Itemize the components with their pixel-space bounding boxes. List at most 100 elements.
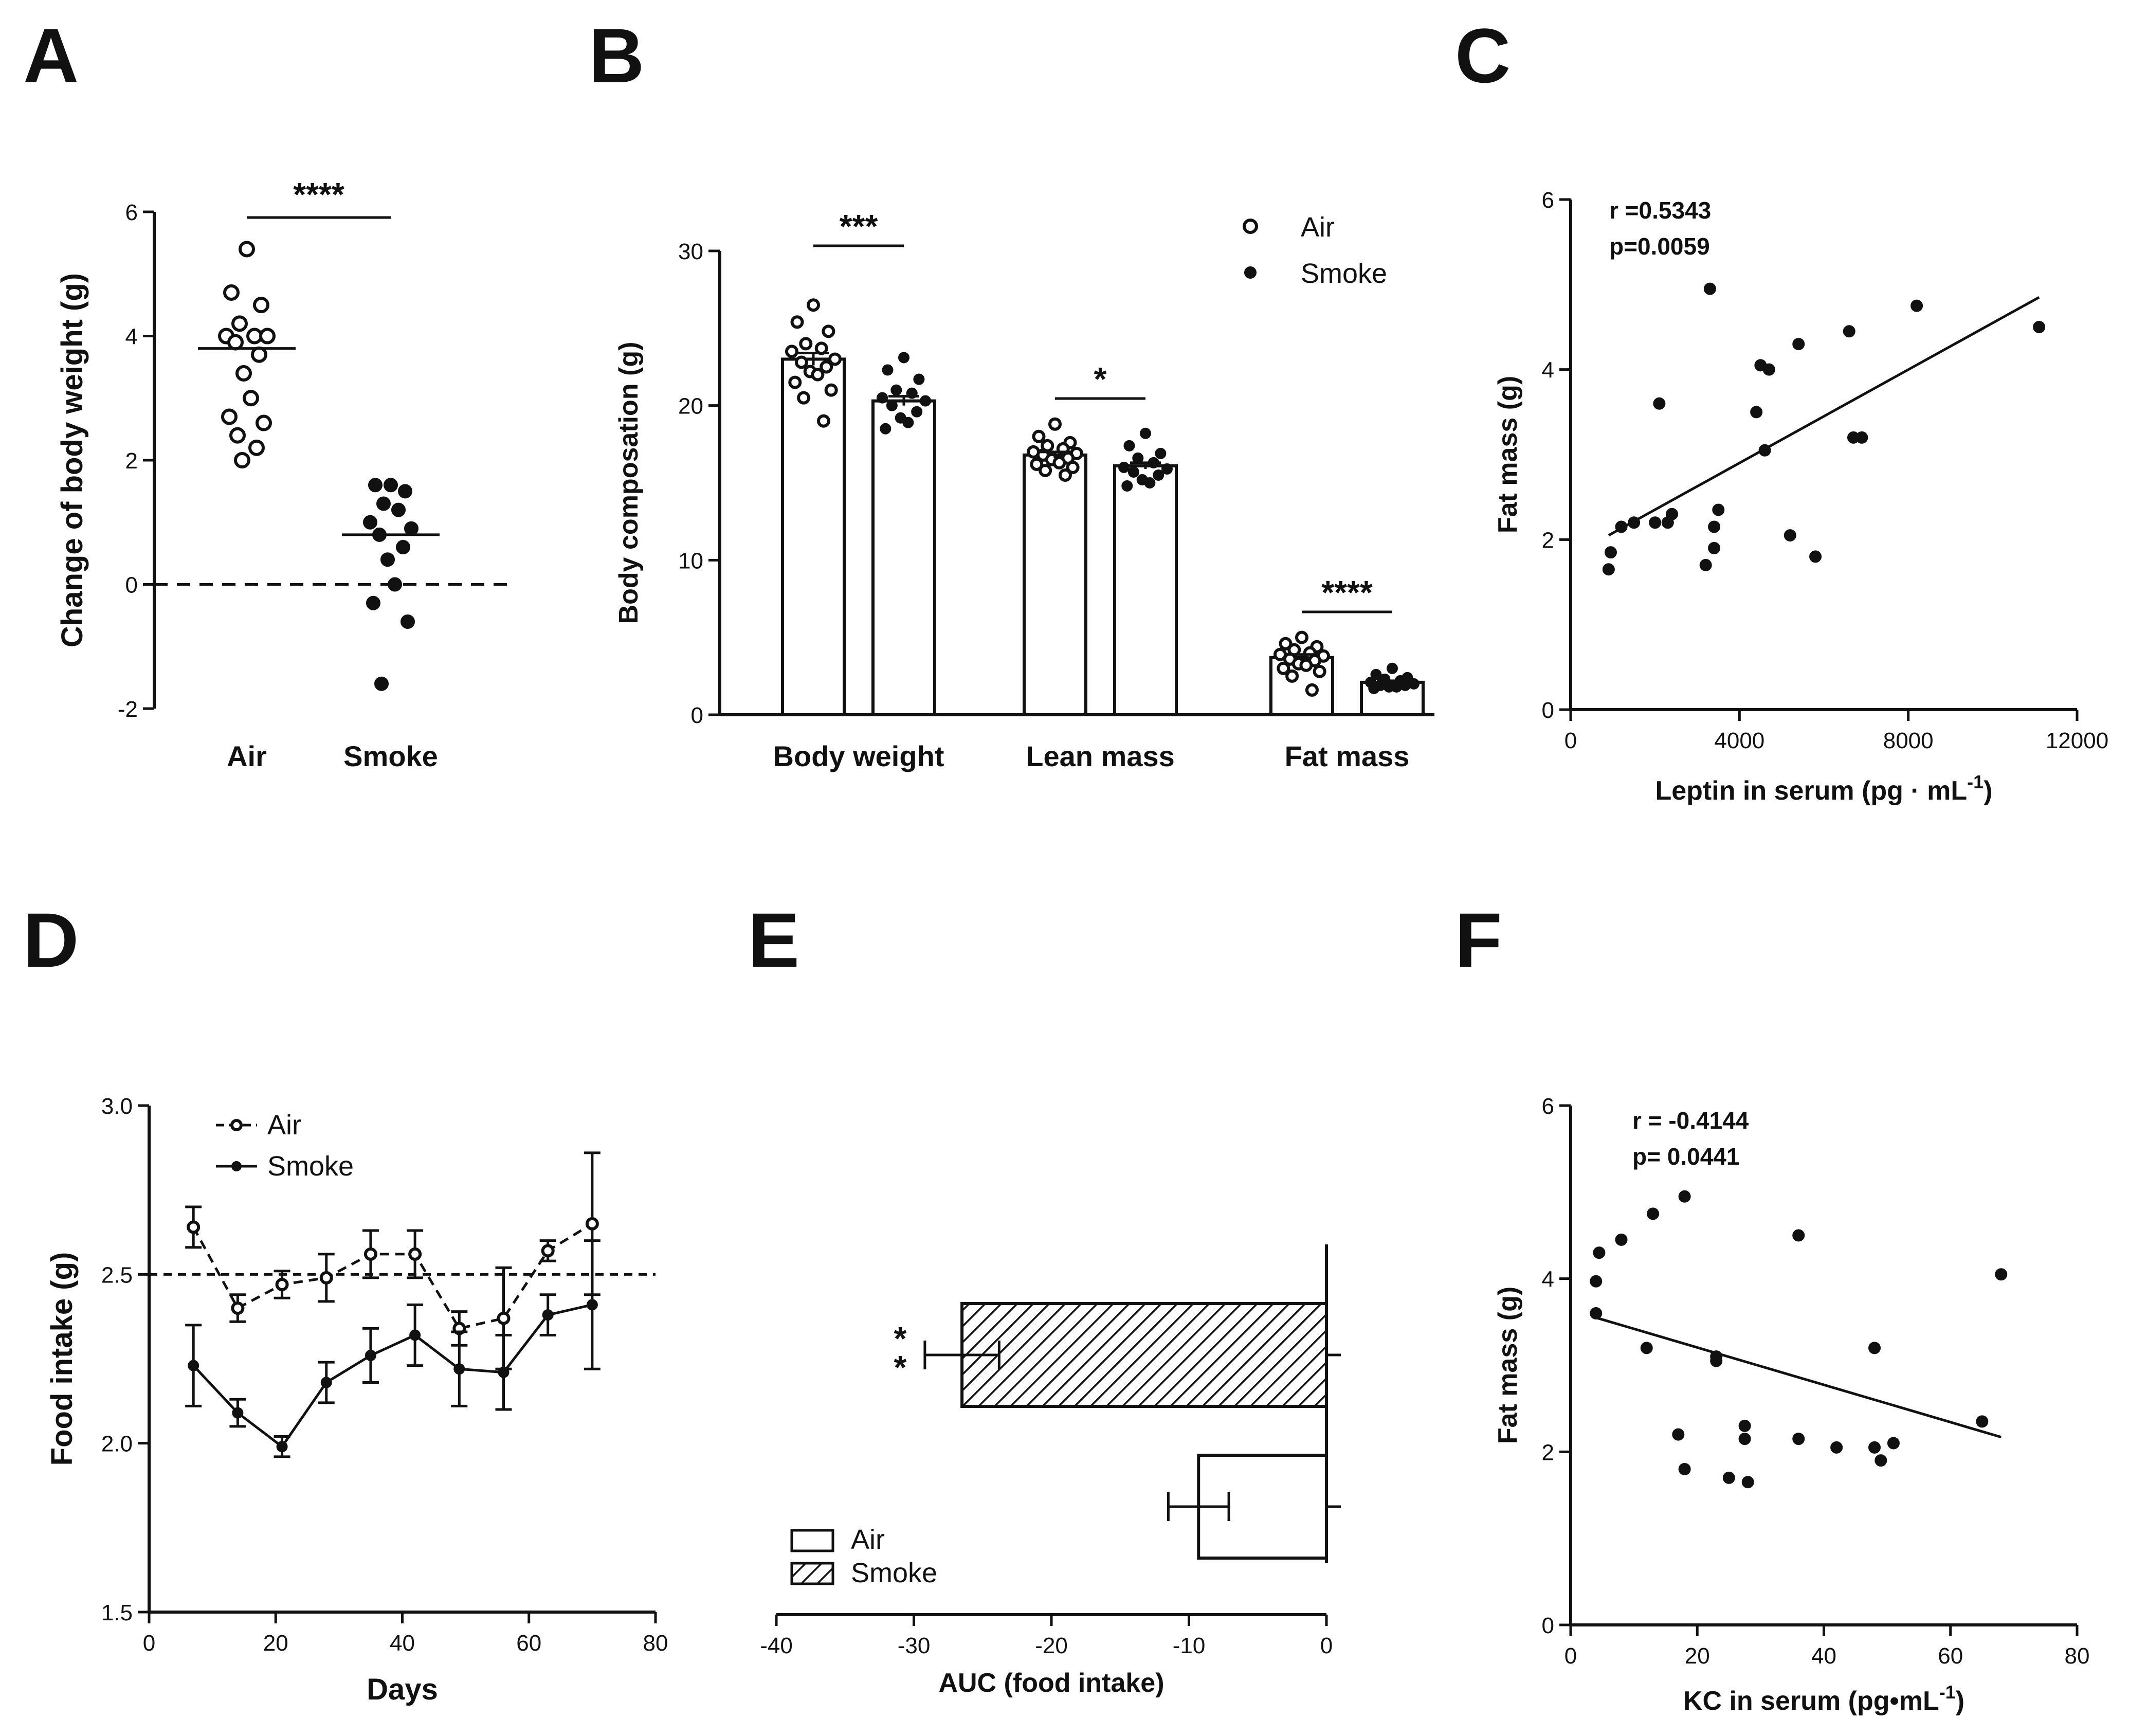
data-point (794, 355, 808, 369)
data-point (1593, 1246, 1606, 1259)
data-point (376, 496, 391, 511)
data-point (408, 1247, 422, 1261)
correlation-r: r = -0.4144 (1632, 1107, 1749, 1134)
data-point (453, 1363, 465, 1375)
legend-label-smoke: Smoke (1301, 258, 1387, 289)
data-point (259, 328, 276, 345)
significance-label: * (1094, 360, 1107, 397)
x-tick-label: 12000 (2046, 728, 2108, 753)
data-point (409, 1329, 421, 1341)
legend-label-smoke: Smoke (851, 1558, 937, 1588)
data-point (231, 315, 248, 332)
data-point (1127, 466, 1139, 478)
data-point (1161, 463, 1173, 475)
legend-marker-smoke (231, 1161, 242, 1171)
bar (871, 399, 936, 716)
chart-d: 1.5 2.0 2.5 3.0 0 20 40 60 80 Food intake (g) Days… (45, 1094, 668, 1706)
data-point (1604, 546, 1617, 559)
data-point (788, 375, 802, 389)
x-tick-label: 0 (1320, 1633, 1333, 1658)
y-tick-label: 2 (1542, 1440, 1554, 1465)
data-point (880, 423, 891, 435)
data-point (902, 417, 914, 428)
data-point (877, 392, 888, 404)
y-tick-label: 10 (678, 548, 703, 573)
x-tick-label: -30 (898, 1633, 931, 1658)
data-point (253, 297, 269, 314)
y-tick-label: 2 (125, 448, 138, 474)
data-point (886, 400, 898, 411)
data-point (1649, 516, 1662, 529)
data-point (239, 241, 255, 258)
data-point (1784, 529, 1796, 542)
data-point (234, 452, 250, 468)
data-point (1703, 282, 1716, 295)
data-point (391, 502, 406, 517)
y-axis-label: Fat mass (g) (1493, 376, 1523, 533)
data-point (822, 324, 835, 338)
y-axis-label: Body composation (g) (614, 342, 644, 624)
panel-label-E: E (748, 897, 799, 983)
x-tick-label: 40 (390, 1631, 415, 1656)
x-axis-label: KC in serum (pg•mL-1) (1683, 1681, 1964, 1716)
y-axis-label: Food intake (g) (45, 1252, 79, 1466)
data-point (1712, 503, 1725, 516)
data-point (1144, 477, 1156, 489)
legend-swatch-smoke (790, 1562, 834, 1585)
data-point (319, 1271, 333, 1285)
data-point (1602, 563, 1615, 576)
data-point (1792, 1433, 1805, 1445)
y-tick-label: 2.0 (101, 1432, 133, 1457)
data-point (1710, 1354, 1723, 1367)
x-category-label: Smoke (343, 740, 438, 772)
data-point (1048, 417, 1062, 431)
data-point (1708, 520, 1721, 533)
x-tick-label: 0 (1564, 1643, 1577, 1669)
data-point (1976, 1415, 1989, 1428)
data-point (824, 383, 838, 397)
data-point (498, 1366, 509, 1378)
data-point (229, 427, 246, 444)
data-point (320, 1377, 332, 1388)
data-point (799, 337, 813, 351)
x-category-label: Fat mass (1285, 740, 1410, 772)
data-point (1285, 669, 1299, 683)
chart-b: 0 10 20 30 Body composation (g) Body weight Le… (614, 208, 1434, 772)
data-point (1140, 427, 1151, 439)
y-tick-label: 0 (1542, 1613, 1554, 1638)
data-point (1995, 1268, 2008, 1281)
legend-label-air: Air (1301, 212, 1335, 243)
series-line-smoke (192, 1303, 593, 1449)
data-point (1370, 668, 1382, 680)
data-point (828, 352, 842, 366)
y-tick-label: 4 (1542, 358, 1554, 383)
y-axis-label: Fat mass (g) (1493, 1287, 1523, 1444)
data-point (585, 1217, 599, 1231)
data-point (221, 408, 238, 425)
chart-c: 0 2 4 6 0 4000 8000 12000 Fat mass (g) Leptin in … (1493, 188, 2108, 806)
data-point (1123, 440, 1135, 451)
data-point (1032, 429, 1046, 443)
x-tick-label: 80 (643, 1631, 668, 1656)
data-point (1666, 508, 1678, 520)
data-point (1699, 558, 1712, 571)
data-point (1868, 1441, 1881, 1454)
data-point (398, 484, 412, 499)
data-point (541, 1244, 555, 1258)
x-tick-label: 0 (1564, 728, 1577, 753)
data-point (384, 478, 398, 493)
panel-label-F: F (1455, 897, 1502, 983)
data-point (223, 284, 240, 301)
data-point (1678, 1463, 1691, 1475)
significance-label: * (894, 1320, 906, 1357)
data-point (785, 345, 798, 358)
data-point (1741, 1476, 1754, 1489)
data-point (1121, 480, 1133, 492)
legend-marker-air (1243, 219, 1258, 234)
data-point (363, 1247, 377, 1261)
data-point (232, 1407, 244, 1419)
x-axis-label: AUC (food intake) (938, 1668, 1164, 1698)
significance-label: * (894, 1349, 906, 1386)
data-point (404, 521, 418, 536)
